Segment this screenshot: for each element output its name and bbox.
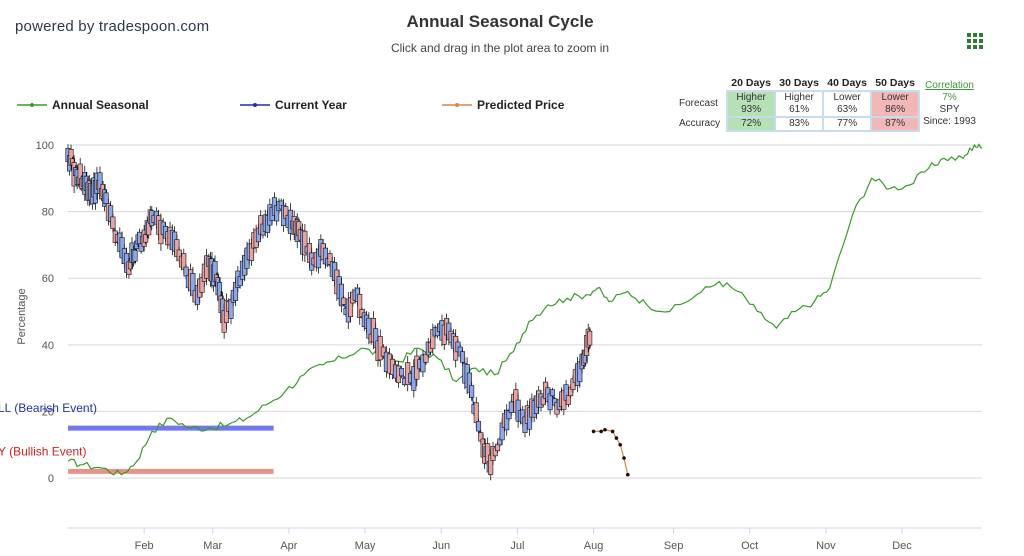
forecast-row-label: Forecast xyxy=(679,98,718,109)
legend-annual[interactable]: Annual Seasonal xyxy=(17,98,149,112)
forecast-cell-30: Higher 61% xyxy=(774,90,825,118)
forecast-table: 20 Days 30 Days 40 Days 50 Days Correlat… xyxy=(676,77,979,132)
header-20-days: 20 Days xyxy=(731,77,771,89)
candle-body xyxy=(132,249,138,262)
since-label: Since: 1993 xyxy=(923,116,976,127)
series-line-annual xyxy=(68,143,983,476)
y-tick-label: 0 xyxy=(48,473,54,485)
legend-predicted-label: Predicted Price xyxy=(477,98,565,112)
x-tick-label: Dec xyxy=(892,540,912,552)
candle-body xyxy=(143,234,149,243)
x-tick-label: Nov xyxy=(816,540,836,552)
x-tick-label: Sep xyxy=(664,540,684,552)
accuracy-cell-20: 72% xyxy=(726,116,777,132)
x-tick-label: Jul xyxy=(510,540,524,552)
predicted-point xyxy=(610,429,615,434)
candle-body xyxy=(508,401,514,413)
legend-current-label: Current Year xyxy=(275,98,347,112)
header-30-days: 30 Days xyxy=(779,77,819,89)
header-40-days: 40 Days xyxy=(827,77,867,89)
candle-body xyxy=(420,354,426,373)
event-band-label: LL (Bearish Event) xyxy=(0,401,97,415)
chart-subtitle: Click and drag in the plot area to zoom … xyxy=(390,41,610,55)
y-tick-label: 40 xyxy=(42,340,54,352)
y-tick-label: 80 xyxy=(42,207,54,219)
predicted-point xyxy=(618,442,623,447)
accuracy-cell-30: 83% xyxy=(774,116,825,132)
y-tick-label: 20 xyxy=(42,406,54,418)
correlation-link[interactable]: Correlation xyxy=(925,80,974,91)
legend-current[interactable]: Current Year xyxy=(240,98,347,112)
candle-body xyxy=(469,385,475,398)
accuracy-cell-50: 87% xyxy=(870,116,921,132)
series-line-current xyxy=(68,154,590,469)
x-tick-label: May xyxy=(355,540,376,552)
x-tick-label: Jun xyxy=(432,540,450,552)
predicted-point xyxy=(591,429,596,434)
x-tick-label: Apr xyxy=(280,540,297,552)
accuracy-row-label: Accuracy xyxy=(679,118,721,129)
legend-annual-label: Annual Seasonal xyxy=(52,98,149,112)
correlation-box: Correlation 7% SPY Since: 1993 xyxy=(919,77,979,131)
symbol-label: SPY xyxy=(939,104,960,115)
candle-body xyxy=(587,330,593,346)
candle-body xyxy=(476,421,482,432)
correlation-value: 7% xyxy=(942,92,957,103)
x-tick-label: Mar xyxy=(203,540,222,552)
x-tick-label: Aug xyxy=(584,540,604,552)
predicted-point xyxy=(614,436,619,440)
chart-menu-button[interactable] xyxy=(967,33,983,49)
x-tick-label: Oct xyxy=(741,540,758,552)
candle-body xyxy=(460,351,466,363)
predicted-point xyxy=(626,472,630,477)
candle-body xyxy=(110,216,116,229)
brand-text: powered by tradespoon.com xyxy=(15,18,210,35)
candle-body xyxy=(338,283,344,307)
candle-body xyxy=(341,297,347,305)
predicted-point xyxy=(603,427,607,432)
candle-body xyxy=(565,395,571,405)
accuracy-cell-40: 77% xyxy=(822,116,873,132)
candle-body xyxy=(103,192,109,204)
y-tick-label: 100 xyxy=(36,140,54,152)
header-50-days: 50 Days xyxy=(875,77,915,89)
candle-body xyxy=(473,402,479,423)
y-axis-title: Percentage xyxy=(16,288,28,344)
forecast-cell-20: Higher 93% xyxy=(726,90,777,118)
predicted-point xyxy=(599,429,603,434)
candle-body xyxy=(357,293,363,318)
y-tick-label: 60 xyxy=(42,273,54,285)
candle-body xyxy=(380,346,386,357)
candle-body xyxy=(547,393,553,411)
forecast-cell-50: Lower 86% xyxy=(870,90,921,118)
series-line-predicted xyxy=(593,429,629,475)
candle-body xyxy=(399,368,405,377)
legend-predicted[interactable]: Predicted Price xyxy=(442,98,564,112)
forecast-cell-40: Lower 63% xyxy=(822,90,873,118)
chart-title: Annual Seasonal Cycle xyxy=(406,12,594,31)
predicted-point xyxy=(622,456,626,460)
candle-body xyxy=(549,389,555,397)
event-band-label: Y (Bullish Event) xyxy=(0,444,86,458)
x-tick-label: Feb xyxy=(135,540,154,552)
candle-body xyxy=(183,266,189,277)
